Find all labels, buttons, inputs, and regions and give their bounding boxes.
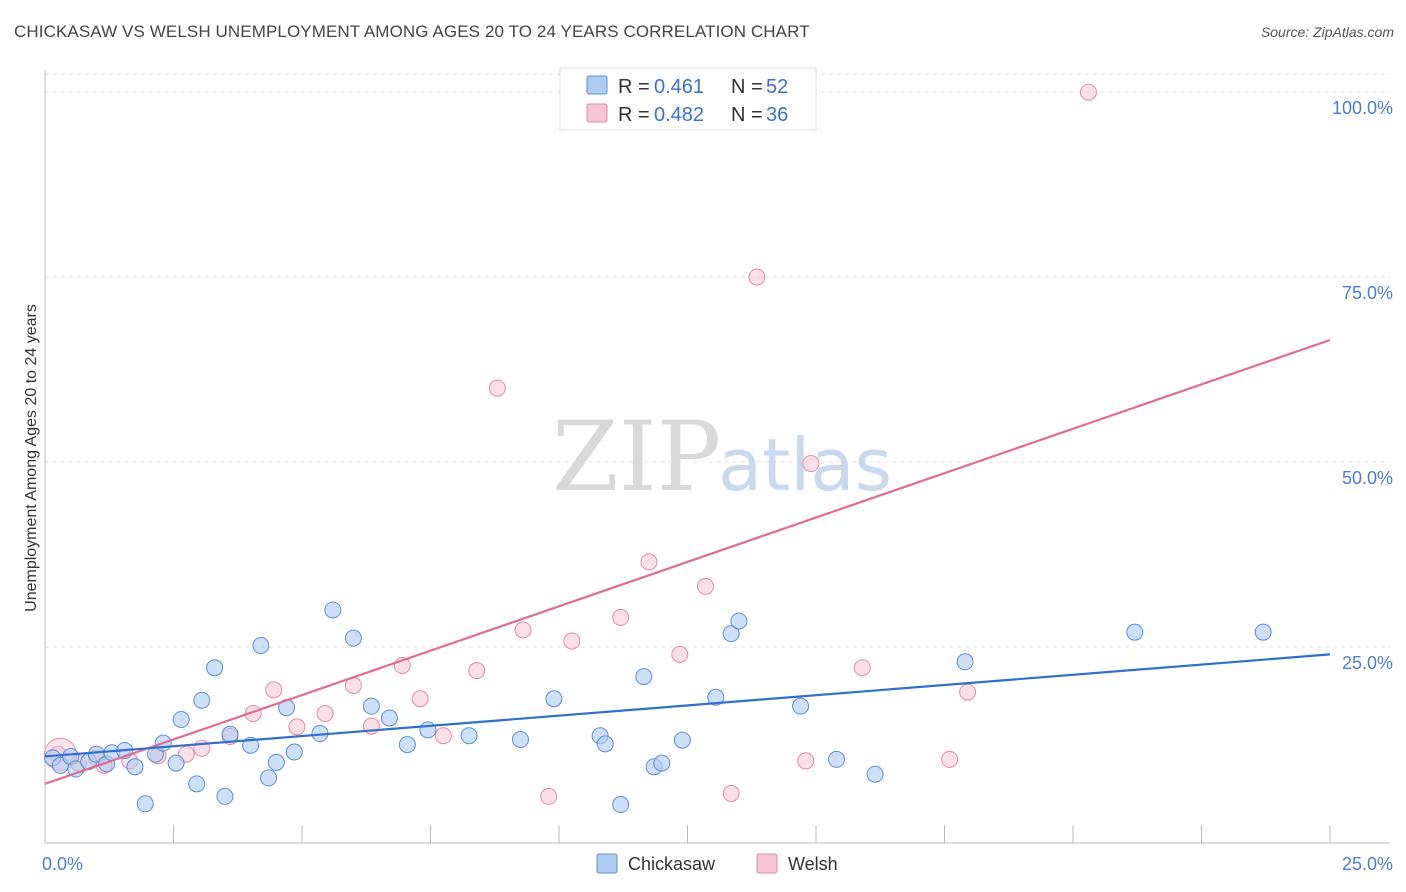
- chickasaw-point: [511, 730, 529, 748]
- chickasaw-legend-label: Chickasaw: [628, 854, 716, 874]
- welsh-point: [288, 718, 306, 736]
- chickasaw-point: [828, 750, 846, 768]
- chickasaw-point: [707, 688, 725, 706]
- welsh-point: [671, 645, 689, 663]
- chickasaw-point: [596, 735, 614, 753]
- legend-r-label: R =: [618, 104, 650, 126]
- chickasaw-point: [1254, 623, 1272, 641]
- chickasaw-point: [866, 765, 884, 783]
- welsh-legend-label: Welsh: [788, 854, 838, 874]
- chickasaw-swatch: [596, 853, 618, 874]
- y-tick-label: 100.0%: [1332, 98, 1393, 118]
- x-tick-label: 0.0%: [42, 854, 83, 874]
- chickasaw-point: [362, 697, 380, 715]
- correlation-legend: R = 0.461 N = 52 R = 0.482 N = 36: [559, 67, 817, 131]
- watermark-zip: ZIP: [552, 401, 721, 513]
- chickasaw-point: [267, 753, 285, 771]
- legend-r-value: 0.482: [654, 104, 704, 126]
- chickasaw-point: [1126, 623, 1144, 641]
- chickasaw-point: [216, 787, 234, 805]
- watermark: ZIP atlas: [552, 401, 892, 513]
- chickasaw-point: [956, 653, 974, 671]
- source-credit: Source: ZipAtlas.com: [1260, 24, 1394, 40]
- legend-r-label: R =: [618, 76, 650, 98]
- chickasaw-point: [324, 601, 342, 619]
- welsh-point: [802, 455, 820, 473]
- chart-title: CHICKASAW VS WELSH UNEMPLOYMENT AMONG AG…: [14, 22, 810, 41]
- legend-n-label: N =: [731, 76, 763, 98]
- welsh-point: [514, 621, 532, 639]
- axes: [44, 70, 1390, 844]
- chickasaw-point: [344, 629, 362, 647]
- chickasaw-point: [221, 725, 239, 743]
- chickasaw-points: [44, 601, 1272, 814]
- welsh-point: [696, 577, 714, 595]
- welsh-point: [612, 608, 630, 626]
- chickasaw-point: [792, 697, 810, 715]
- y-tick-label: 25.0%: [1342, 653, 1393, 673]
- welsh-swatch: [756, 853, 778, 874]
- y-tick-label: 50.0%: [1342, 468, 1393, 488]
- y-tick-label: 75.0%: [1342, 283, 1393, 303]
- chickasaw-point: [460, 727, 478, 745]
- chickasaw-trend-line: [44, 653, 1331, 758]
- welsh-point: [316, 705, 334, 723]
- chickasaw-point: [252, 636, 270, 654]
- welsh-point: [540, 787, 558, 805]
- welsh-point: [265, 681, 283, 699]
- welsh-point: [722, 784, 740, 802]
- chickasaw-point: [206, 659, 224, 677]
- chickasaw-point: [126, 758, 144, 776]
- chickasaw-point: [167, 754, 185, 772]
- chickasaw-point: [722, 625, 740, 643]
- welsh-point: [411, 690, 429, 708]
- chickasaw-point: [419, 721, 437, 739]
- welsh-point: [853, 659, 871, 677]
- chickasaw-point: [398, 736, 416, 754]
- chickasaw-legend-swatch: [586, 75, 608, 95]
- chickasaw-point: [193, 691, 211, 709]
- legend-r-value: 0.461: [654, 76, 704, 98]
- welsh-point: [959, 683, 977, 701]
- chickasaw-point: [172, 710, 190, 728]
- chickasaw-point: [653, 754, 671, 772]
- series-legend: Chickasaw Welsh: [596, 853, 838, 874]
- y-axis-label: Unemployment Among Ages 20 to 24 years: [23, 304, 40, 612]
- chickasaw-point: [730, 612, 748, 630]
- legend-n-value: 52: [766, 76, 788, 98]
- x-tick-labels: 0.0% 25.0%: [42, 854, 1393, 874]
- legend-n-value: 36: [766, 104, 788, 126]
- legend-n-label: N =: [731, 104, 763, 126]
- chickasaw-point: [136, 795, 154, 813]
- chickasaw-point: [673, 731, 691, 749]
- y-tick-labels: 25.0% 50.0% 75.0% 100.0%: [1332, 98, 1393, 673]
- chickasaw-point: [260, 769, 278, 787]
- chickasaw-point: [380, 709, 398, 727]
- welsh-point: [1079, 83, 1097, 101]
- welsh-legend-swatch: [586, 103, 608, 123]
- chickasaw-point: [545, 690, 563, 708]
- welsh-trend-line: [44, 338, 1331, 785]
- chickasaw-point: [188, 775, 206, 793]
- welsh-point: [563, 632, 581, 650]
- gridlines: [45, 73, 1390, 648]
- chickasaw-point: [285, 743, 303, 761]
- welsh-point: [640, 553, 658, 571]
- chickasaw-point: [67, 760, 85, 778]
- chickasaw-point: [612, 796, 630, 814]
- welsh-point: [468, 662, 486, 680]
- welsh-point: [488, 379, 506, 397]
- chickasaw-point: [635, 668, 653, 686]
- welsh-point: [434, 727, 452, 745]
- welsh-point: [797, 752, 815, 770]
- welsh-point: [941, 750, 959, 768]
- x-tick-label: 25.0%: [1342, 854, 1393, 874]
- welsh-point: [748, 268, 766, 286]
- trend-lines: [44, 338, 1331, 785]
